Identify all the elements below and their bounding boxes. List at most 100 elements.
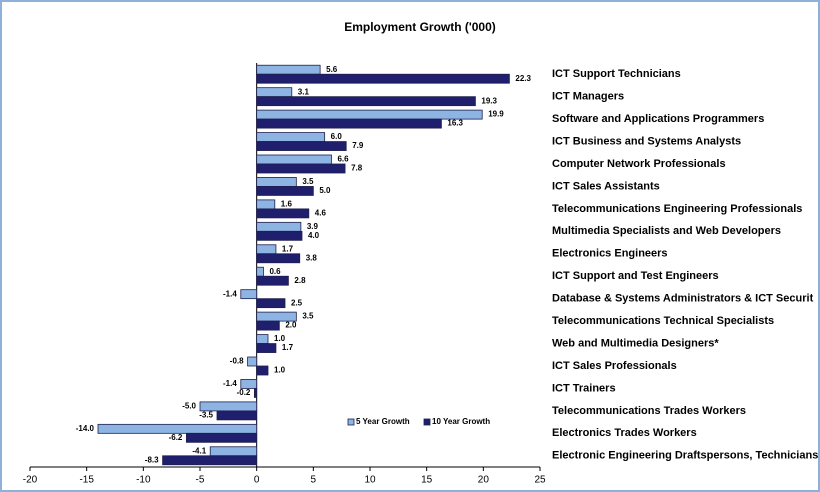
bar <box>256 244 277 255</box>
value-label: -1.4 <box>223 289 237 298</box>
category-label: Software and Applications Programmers <box>552 113 764 125</box>
category-label: ICT Sales Professionals <box>552 360 677 372</box>
bar <box>256 266 264 277</box>
bar <box>256 230 303 241</box>
value-label: 7.9 <box>352 141 364 150</box>
value-label: 5.6 <box>326 65 338 74</box>
bar <box>256 298 286 309</box>
x-tick-label: 20 <box>478 475 490 486</box>
value-label: 1.7 <box>282 244 294 253</box>
value-label: -14.0 <box>76 424 95 433</box>
bar <box>209 446 258 457</box>
x-tick-label: 10 <box>364 475 376 486</box>
category-label: Computer Network Professionals <box>552 158 726 170</box>
bar <box>256 275 289 286</box>
value-label: 5.0 <box>319 186 331 195</box>
value-label: -4.1 <box>192 446 206 455</box>
bar <box>240 379 258 389</box>
value-label: 4.6 <box>315 208 327 217</box>
category-label: Multimedia Specialists and Web Developer… <box>552 225 781 237</box>
category-label: Telecommunications Technical Specialists <box>552 315 774 327</box>
chart-title: Employment Growth ('000) <box>344 20 496 34</box>
value-label: -3.5 <box>199 410 213 419</box>
value-label: 6.0 <box>331 132 343 141</box>
category-label: ICT Support and Test Engineers <box>552 270 719 282</box>
category-label: ICT Business and Systems Analysts <box>552 135 741 147</box>
x-tick-label: 0 <box>254 475 260 486</box>
bar <box>256 199 276 210</box>
value-label: 7.8 <box>351 164 363 173</box>
bar <box>256 343 277 353</box>
bar <box>216 410 258 421</box>
bar <box>97 423 258 434</box>
value-label: 2.5 <box>291 298 303 307</box>
value-label: 3.5 <box>302 312 314 321</box>
category-label: Telecommunications Trades Workers <box>552 405 746 417</box>
x-tick-label: -5 <box>196 475 205 486</box>
legend-swatch <box>347 418 355 426</box>
value-label: -5.0 <box>182 401 196 410</box>
category-label: Web and Multimedia Designers* <box>552 337 719 349</box>
bar <box>256 87 293 98</box>
bar <box>256 253 301 264</box>
category-label: ICT Trainers <box>552 382 616 394</box>
value-label: 1.0 <box>274 366 286 375</box>
value-label: 22.3 <box>515 74 531 83</box>
bar <box>256 334 269 344</box>
legend-label: 10 Year Growth <box>432 417 490 426</box>
bar <box>256 64 321 75</box>
bar <box>256 118 442 129</box>
bar <box>256 96 476 107</box>
value-label: -0.8 <box>230 357 244 366</box>
legend-swatch <box>423 418 431 426</box>
x-tick-label: -10 <box>136 475 151 486</box>
bar <box>256 132 326 142</box>
bar <box>256 186 314 196</box>
category-label: ICT Support Technicians <box>552 68 681 80</box>
value-label: 4.0 <box>308 231 320 240</box>
value-label: 19.9 <box>488 110 504 119</box>
value-label: -8.3 <box>145 455 159 464</box>
value-label: 2.8 <box>294 276 306 285</box>
category-label: Electronics Engineers <box>552 248 668 260</box>
value-label: 6.6 <box>337 155 349 164</box>
value-label: 2.0 <box>285 321 297 330</box>
bar <box>256 154 332 165</box>
category-label: ICT Managers <box>552 91 624 103</box>
bar <box>247 356 258 367</box>
x-tick-label: 15 <box>421 475 433 486</box>
category-label: ICT Sales Assistants <box>552 180 660 192</box>
value-label: 1.7 <box>282 343 294 352</box>
value-label: -1.4 <box>223 379 237 388</box>
category-label: Telecommunications Engineering Professio… <box>552 203 802 215</box>
bar <box>253 388 258 398</box>
bar <box>256 208 310 219</box>
bar <box>240 289 258 300</box>
legend-label: 5 Year Growth <box>356 417 410 426</box>
bar <box>256 320 280 331</box>
bar <box>185 432 258 443</box>
value-label: 1.0 <box>274 334 286 343</box>
value-label: 1.6 <box>281 199 293 208</box>
bar <box>256 221 302 232</box>
x-tick-label: -15 <box>79 475 94 486</box>
x-tick-label: 25 <box>534 475 546 486</box>
value-label: -0.2 <box>237 388 251 397</box>
bar <box>162 455 258 466</box>
value-label: 3.9 <box>307 222 319 231</box>
bar <box>256 163 346 174</box>
bar <box>256 365 269 376</box>
category-label: Electronic Engineering Draftspersons, Te… <box>552 450 818 462</box>
value-label: 3.8 <box>306 253 318 262</box>
value-label: 16.3 <box>447 119 463 128</box>
bar <box>256 73 510 84</box>
value-label: 3.1 <box>298 87 310 96</box>
x-tick-label: 5 <box>311 475 317 486</box>
x-tick-label: -20 <box>23 475 38 486</box>
bar <box>256 177 297 187</box>
bar <box>256 141 347 151</box>
category-label: Electronics Trades Workers <box>552 427 697 439</box>
value-label: -6.2 <box>169 433 183 442</box>
value-label: 19.3 <box>481 96 497 105</box>
